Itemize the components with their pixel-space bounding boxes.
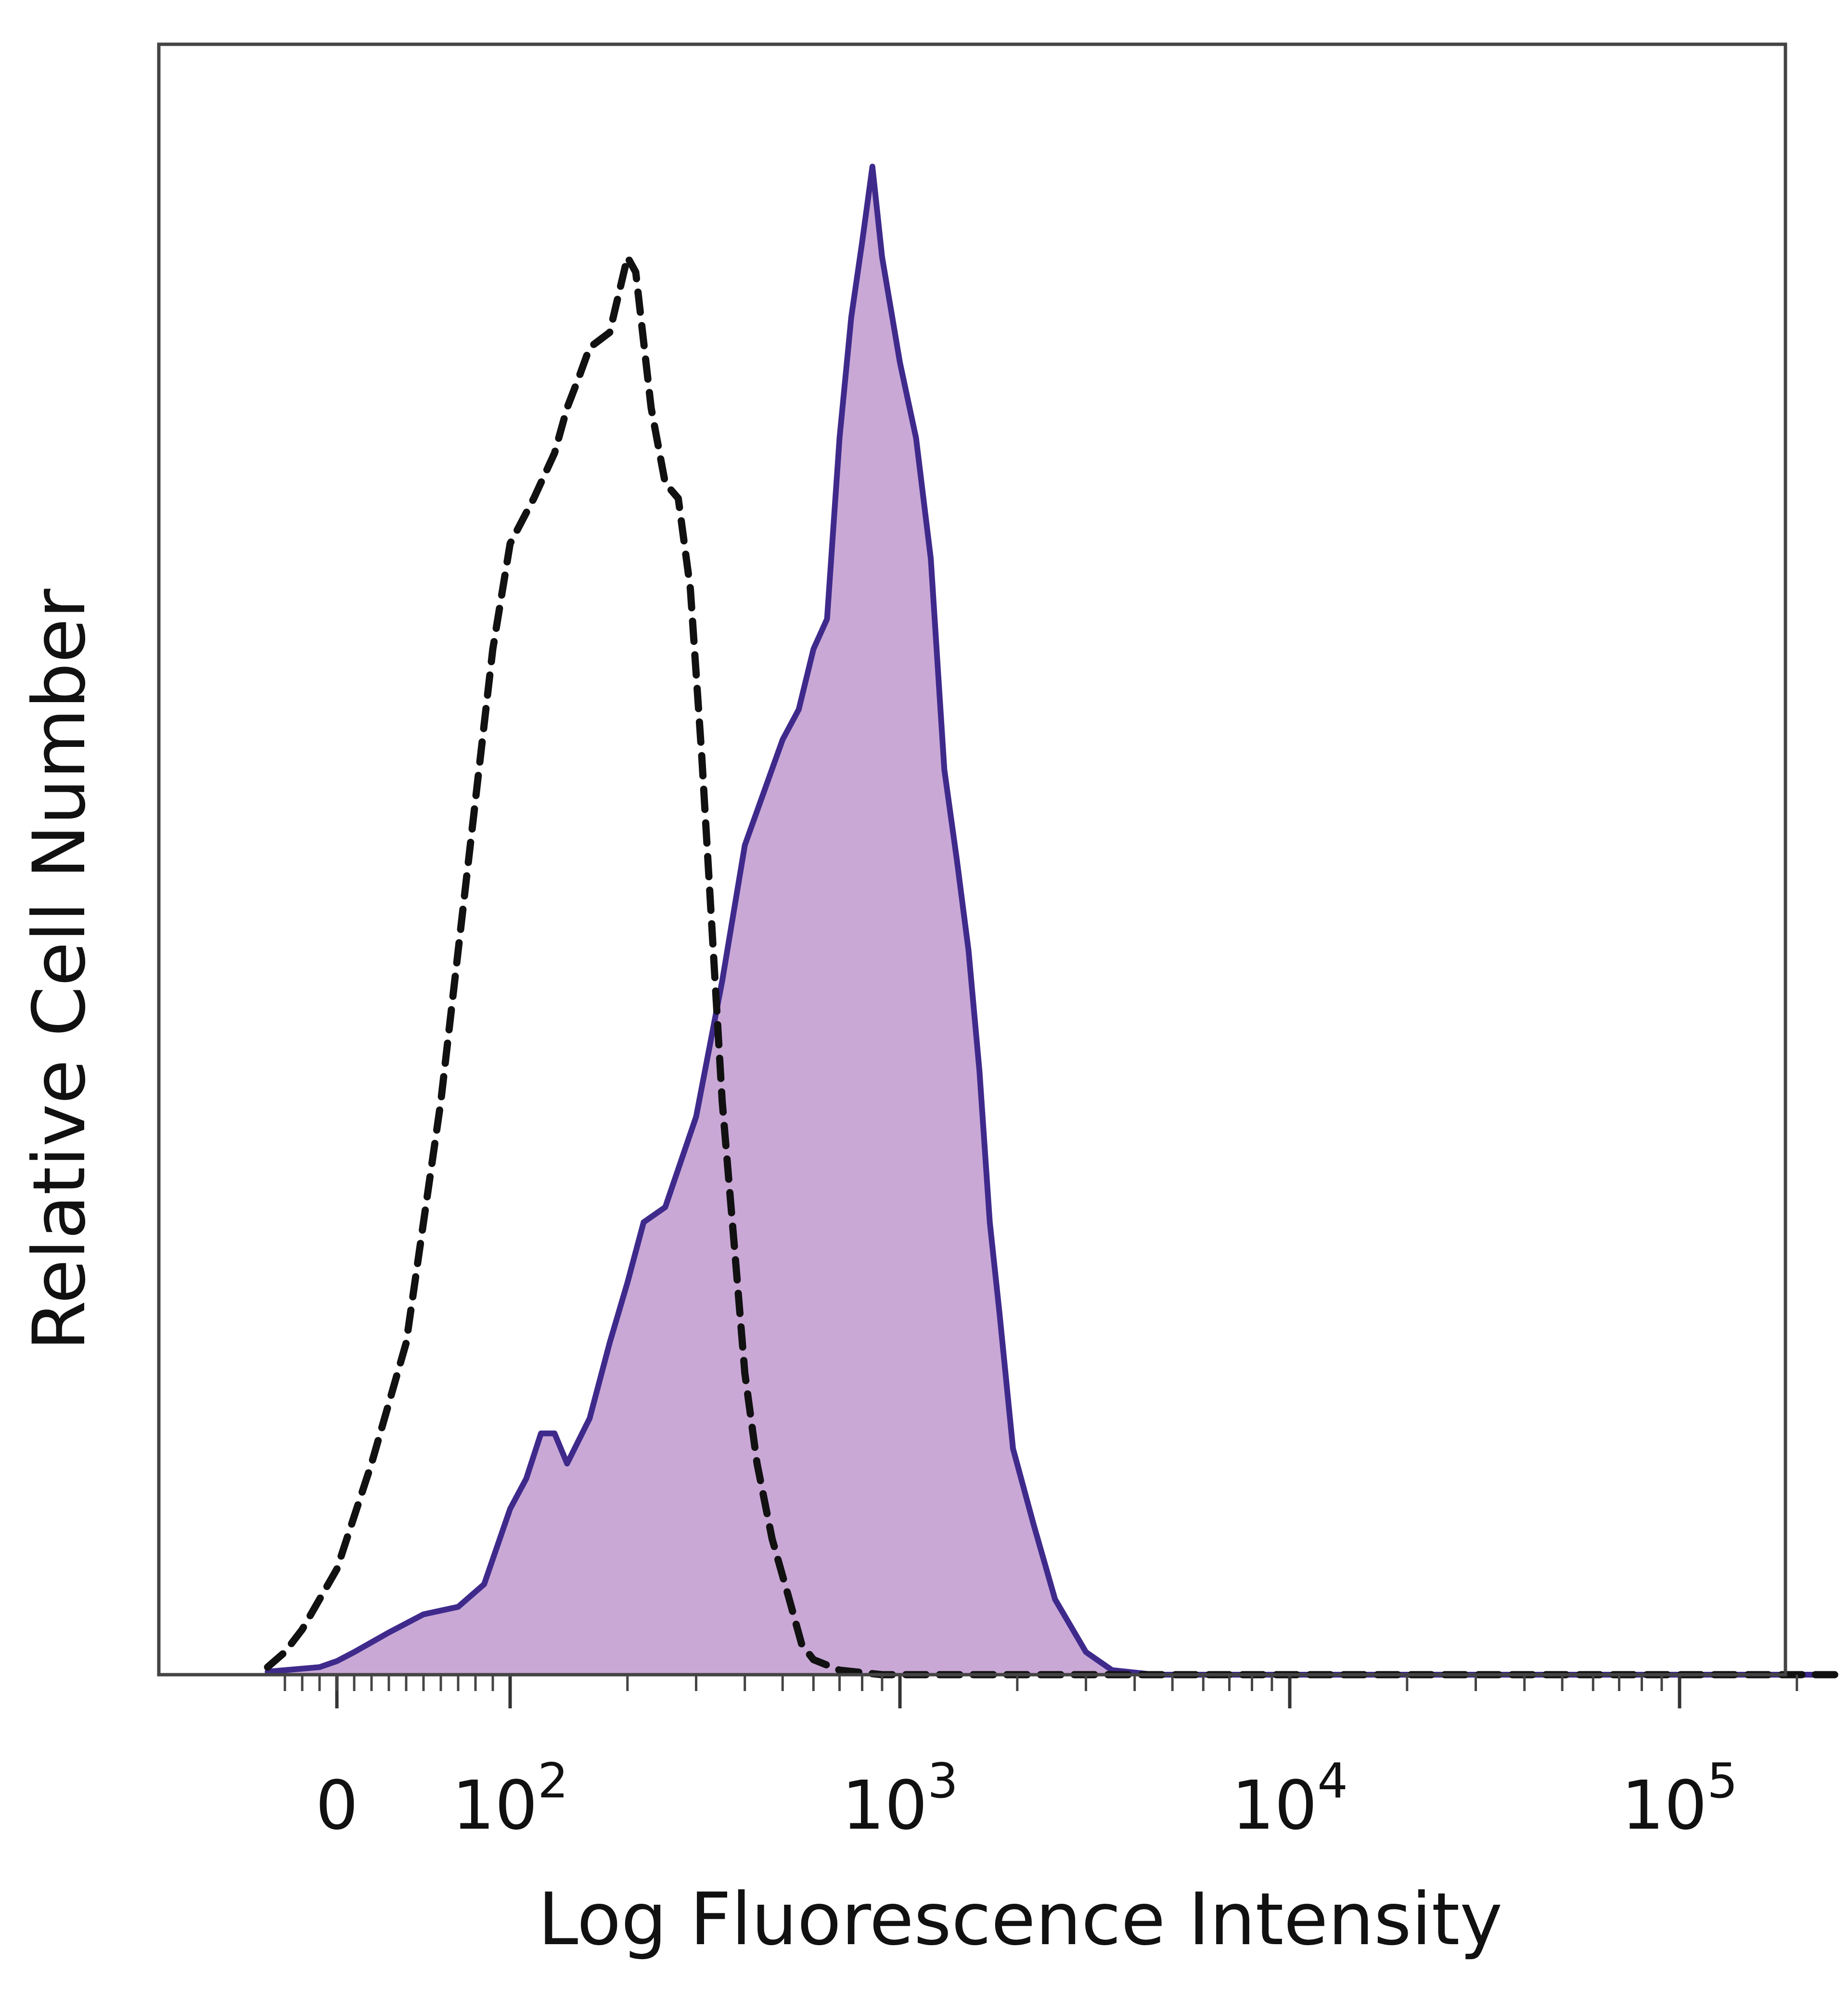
y-axis-title: Relative Cell Number [18,589,102,1351]
plot-frame [157,42,1787,1677]
tick-label-base: 10 [452,1767,538,1845]
tick-label-exponent: 5 [1707,1753,1738,1809]
x-tick-label: 104 [1232,1753,1348,1845]
series-layer [264,164,1838,1679]
tick-label-base: 10 [1621,1767,1707,1845]
tick-label-exponent: 3 [927,1753,958,1809]
x-axis-tick-labels: 0 102 103 104 105 [315,1753,1737,1845]
stained-histogram-fill [268,167,1835,1675]
tick-label-base: 10 [842,1767,927,1845]
x-tick-label: 105 [1621,1753,1738,1845]
x-tick-label: 102 [452,1753,568,1845]
tick-label-exponent: 4 [1317,1753,1348,1809]
isotype-control-dashed-line [264,253,1838,1679]
x-axis-title: Log Fluorescence Intensity [538,1878,1502,1962]
stained-histogram-outline [265,164,1838,1678]
x-tick-label: 103 [842,1753,958,1845]
x-axis-ticks [283,1675,1798,1708]
tick-label-base: 10 [1232,1767,1317,1845]
x-tick-label: 0 [315,1767,358,1845]
tick-label-exponent: 2 [538,1753,568,1809]
